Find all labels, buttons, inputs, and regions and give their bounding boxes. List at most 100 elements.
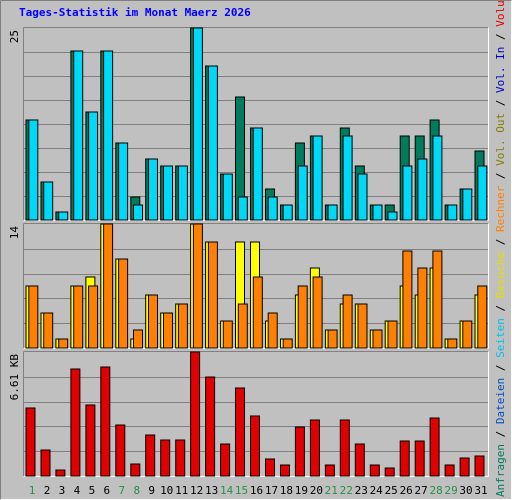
x-tick-label-day-10: 10: [160, 484, 173, 497]
legend-entry: Volumen: [494, 0, 507, 27]
visits-panel-bar-rechner-day-12: [192, 223, 203, 349]
volume-panel-bar-volumen-day-14: [220, 443, 231, 477]
requests-panel-bar-dateien-day-25: [387, 211, 398, 221]
requests-panel-bar-dateien-day-24: [372, 204, 383, 221]
x-tick-label-day-22: 22: [340, 484, 353, 497]
visits-panel-bar-rechner-day-18: [282, 338, 293, 349]
volume-panel-bar-volumen-day-13: [205, 376, 216, 477]
legend-entry: /: [494, 358, 507, 378]
visits-panel-bar-rechner-day-9: [148, 294, 158, 349]
x-tick-label-day-15: 15: [235, 484, 248, 497]
requests-panel-bar-dateien-day-1: [28, 119, 39, 221]
x-tick-label-day-21: 21: [325, 484, 338, 497]
requests-panel-bar-dateien-day-28: [432, 135, 443, 221]
visits-panel-bar-rechner-day-26: [402, 250, 413, 349]
visits-panel-bar-rechner-day-2: [43, 312, 54, 349]
volume-panel-bar-volumen-day-18: [280, 464, 290, 477]
volume-panel-bar-volumen-day-29: [444, 464, 455, 477]
x-tick-label-day-31: 31: [474, 484, 487, 497]
right-legend: Anfragen / Dateien / Seiten / Besuche / …: [494, 0, 507, 497]
visits-panel-bar-rechner-day-7: [118, 258, 129, 349]
requests-panel-bar-dateien-day-21: [327, 204, 338, 221]
requests-panel-bar-dateien-day-30: [462, 188, 473, 221]
volume-panel-bar-volumen-day-22: [339, 419, 350, 477]
visits-panel-bar-rechner-day-3: [58, 338, 69, 349]
legend-entry: Anfragen: [494, 444, 507, 497]
legend-entry: Dateien: [494, 378, 507, 424]
requests-panel-bar-dateien-day-27: [417, 158, 428, 221]
volume-panel-bar-volumen-day-7: [115, 424, 126, 477]
x-tick-label-day-8: 8: [133, 484, 140, 497]
legend-entry: /: [494, 232, 507, 252]
volume-panel-bar-volumen-day-15: [235, 387, 245, 477]
x-tick-label-day-27: 27: [414, 484, 427, 497]
visits-panel-bar-rechner-day-10: [163, 312, 173, 349]
x-tick-label-day-1: 1: [29, 484, 36, 497]
requests-panel-bar-dateien-day-7: [118, 142, 129, 221]
visits-panel-ymax-label: 14: [8, 226, 21, 240]
volume-panel-bar-volumen-day-16: [250, 415, 260, 477]
visits-panel-bar-rechner-day-23: [357, 303, 368, 349]
requests-panel-bar-dateien-day-20: [312, 135, 323, 221]
volume-panel-bar-volumen-day-12: [190, 351, 201, 477]
volume-panel-bar-volumen-day-9: [145, 434, 156, 477]
requests-panel-bar-dateien-day-23: [357, 173, 368, 221]
requests-panel-bar-dateien-day-31: [477, 165, 488, 221]
requests-panel-bar-dateien-day-26: [402, 165, 413, 221]
volume-panel-bar-volumen-day-1: [25, 407, 36, 477]
requests-panel-ymax-label: 25: [8, 30, 21, 43]
volume-panel-bar-volumen-day-2: [40, 449, 51, 477]
legend-entry: /: [494, 424, 507, 444]
x-tick-label-day-16: 16: [250, 484, 263, 497]
x-tick-label-day-12: 12: [190, 484, 203, 497]
requests-panel-bar-dateien-day-18: [282, 204, 293, 221]
visits-panel-bar-rechner-day-5: [88, 285, 99, 349]
chart-title: Tages-Statistik im Monat Maerz 2026: [19, 6, 251, 19]
visits-panel-bar-rechner-day-31: [477, 285, 488, 349]
visits-panel-bar-rechner-day-25: [387, 320, 398, 349]
requests-panel-bar-dateien-day-16: [252, 127, 263, 221]
requests-panel-bar-dateien-day-9: [148, 158, 158, 221]
volume-panel-bar-volumen-day-28: [429, 417, 440, 477]
visits-panel-bar-rechner-day-20: [312, 276, 323, 349]
volume-panel-bar-volumen-day-31: [474, 455, 485, 477]
visits-panel-bar-rechner-day-29: [447, 338, 458, 349]
x-tick-label-day-18: 18: [280, 484, 293, 497]
x-tick-label-day-4: 4: [74, 484, 81, 497]
volume-panel-bar-volumen-day-8: [130, 463, 141, 477]
requests-panel-bar-dateien-day-22: [342, 135, 353, 221]
visits-panel-bar-rechner-day-13: [207, 241, 218, 349]
requests-panel-bar-dateien-day-8: [133, 204, 143, 221]
x-tick-label-day-2: 2: [44, 484, 51, 497]
volume-panel-bar-volumen-day-25: [384, 467, 395, 477]
volume-panel-bar-volumen-day-17: [265, 458, 275, 477]
volume-panel-bar-volumen-day-26: [399, 440, 410, 477]
x-tick-label-day-17: 17: [265, 484, 278, 497]
visits-panel-bar-rechner-day-11: [177, 303, 188, 349]
volume-panel-bar-volumen-day-11: [175, 439, 186, 477]
requests-panel-bar-dateien-day-17: [267, 196, 278, 221]
requests-panel-bar-dateien-day-6: [103, 50, 114, 221]
requests-panel-bar-dateien-day-13: [207, 65, 218, 221]
x-tick-label-day-20: 20: [310, 484, 323, 497]
volume-panel-ymax-label: 6.61 KB: [8, 354, 21, 401]
visits-panel-bar-rechner-day-21: [327, 329, 338, 349]
visits-panel-bar-rechner-day-16: [252, 276, 263, 349]
requests-panel-bar-dateien-day-11: [177, 165, 188, 221]
x-tick-label-day-6: 6: [103, 484, 110, 497]
x-tick-label-day-25: 25: [385, 484, 398, 497]
visits-panel-bar-rechner-day-28: [432, 250, 443, 349]
requests-panel-bar-dateien-day-15: [237, 196, 248, 221]
visits-panel-bar-rechner-day-24: [372, 329, 383, 349]
legend-entry: Seiten: [494, 318, 507, 358]
x-tick-label-day-5: 5: [89, 484, 96, 497]
legend-entry: /: [494, 166, 507, 186]
volume-panel-bar-volumen-day-21: [324, 464, 335, 477]
x-tick-label-day-30: 30: [459, 484, 472, 497]
x-tick-label-day-9: 9: [148, 484, 155, 497]
visits-panel-bar-rechner-day-19: [297, 285, 308, 349]
x-tick-label-day-11: 11: [175, 484, 188, 497]
visits-panel-bar-rechner-day-22: [342, 294, 353, 349]
legend-entry: /: [494, 27, 507, 47]
